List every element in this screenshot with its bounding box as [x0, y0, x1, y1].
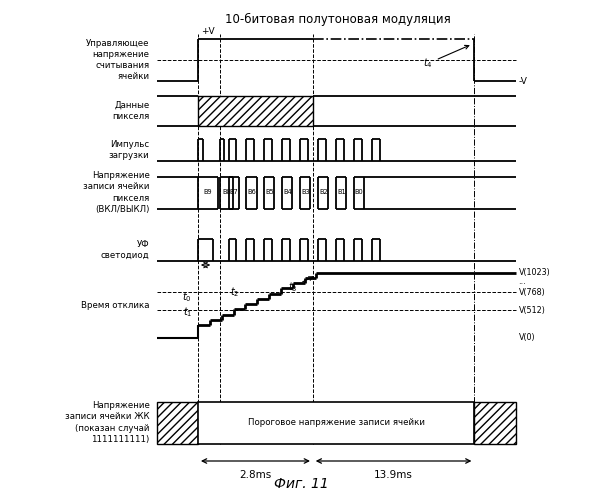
- Text: B4: B4: [283, 190, 292, 196]
- Text: V(0): V(0): [519, 333, 535, 342]
- Text: B5: B5: [265, 190, 274, 196]
- Bar: [198, 402, 475, 444]
- Text: $t_0$: $t_0$: [182, 290, 192, 304]
- Bar: [198, 96, 313, 126]
- Text: B6: B6: [247, 190, 256, 196]
- Text: Пороговое напряжение записи ячейки: Пороговое напряжение записи ячейки: [248, 418, 425, 427]
- Text: -V: -V: [519, 76, 528, 86]
- Text: 10-битовая полутоновая модуляция: 10-битовая полутоновая модуляция: [225, 12, 450, 26]
- Text: Время отклика: Время отклика: [81, 300, 150, 310]
- Text: $t_1$: $t_1$: [183, 306, 192, 320]
- Text: V(1023): V(1023): [519, 268, 551, 277]
- Text: ...: ...: [519, 277, 526, 286]
- Text: Напряжение
записи ячейки
пикселя
(ВКЛ/ВЫКЛ): Напряжение записи ячейки пикселя (ВКЛ/ВЫ…: [83, 172, 150, 213]
- Text: B7: B7: [229, 190, 238, 196]
- Text: Фиг. 11: Фиг. 11: [274, 477, 329, 491]
- Text: 13.9ms: 13.9ms: [374, 470, 413, 480]
- Text: V(512): V(512): [519, 306, 546, 315]
- Text: V(768): V(768): [519, 288, 545, 297]
- Text: +V: +V: [201, 27, 215, 36]
- Text: Управляющее
напряжение
считывания
ячейки: Управляющее напряжение считывания ячейки: [86, 39, 150, 81]
- Text: B2: B2: [319, 190, 327, 196]
- Text: Напряжение
записи ячейки ЖК
(показан случай
1111111111): Напряжение записи ячейки ЖК (показан слу…: [65, 402, 150, 444]
- Text: B0: B0: [355, 190, 364, 196]
- Text: Импульс
загрузки: Импульс загрузки: [109, 140, 150, 160]
- Bar: [475, 402, 516, 444]
- Text: B8: B8: [222, 190, 231, 196]
- Text: $t_3$: $t_3$: [288, 277, 313, 294]
- Text: B3: B3: [301, 190, 309, 196]
- Text: $t_4$: $t_4$: [423, 46, 469, 70]
- Text: B9: B9: [204, 190, 212, 196]
- Text: УФ
светодиод: УФ светодиод: [101, 240, 150, 260]
- Text: $t_2$: $t_2$: [230, 286, 240, 300]
- Text: 2.8ms: 2.8ms: [239, 470, 271, 480]
- Text: Данные
пикселя: Данные пикселя: [112, 101, 150, 121]
- Bar: [157, 402, 198, 444]
- Text: B1: B1: [337, 190, 346, 196]
